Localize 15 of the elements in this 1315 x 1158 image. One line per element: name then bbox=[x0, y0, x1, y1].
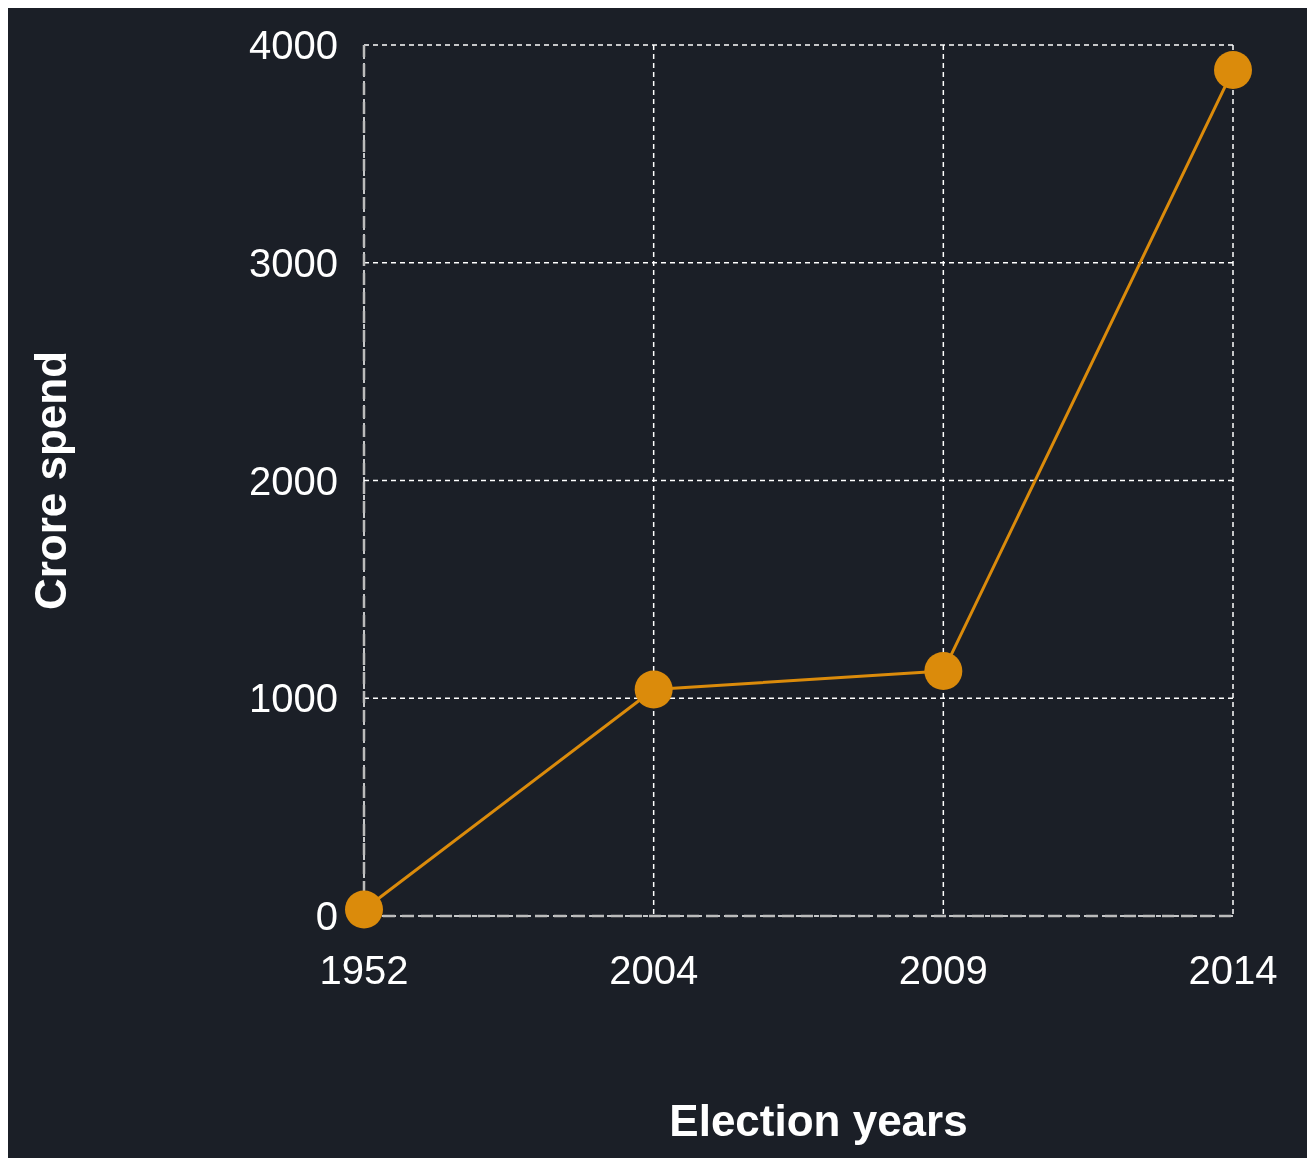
x-tick-label: 2014 bbox=[1188, 948, 1278, 992]
y-tick-label: 0 bbox=[315, 894, 338, 938]
point bbox=[1214, 51, 1252, 90]
x-tick-label: 2004 bbox=[609, 948, 699, 992]
y-tick-label: 4000 bbox=[249, 23, 338, 67]
point bbox=[634, 670, 673, 709]
point bbox=[924, 652, 963, 691]
y-tick-label: 1000 bbox=[249, 676, 338, 721]
y-axis-title: Crore spend bbox=[26, 350, 75, 611]
point bbox=[345, 890, 383, 929]
x-tick-label: 1952 bbox=[319, 948, 409, 992]
x-axis-title: Election years bbox=[669, 1096, 968, 1145]
y-tick-label: 3000 bbox=[249, 240, 338, 285]
y-tick-label: 2000 bbox=[249, 458, 338, 503]
x-tick-label: 2009 bbox=[898, 948, 988, 992]
